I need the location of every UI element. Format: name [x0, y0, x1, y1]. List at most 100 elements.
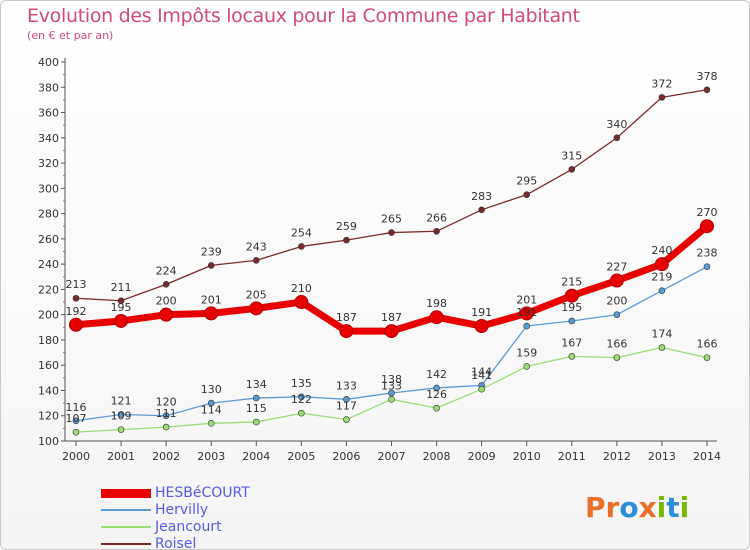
data-label-roisel: 315 [561, 149, 582, 162]
legend-swatch [101, 488, 151, 498]
data-point-jeancourt [433, 404, 440, 412]
data-point-roisel [343, 236, 350, 244]
y-tick-label: 380 [38, 81, 59, 94]
data-point-jeancourt [207, 420, 215, 427]
data-label-hesb-court: 187 [336, 311, 357, 324]
data-label-jeancourt: 122 [291, 393, 312, 406]
y-tick-label: 240 [38, 258, 59, 271]
data-label-hervilly: 219 [651, 271, 672, 284]
data-label-roisel: 259 [336, 220, 357, 233]
data-label-roisel: 265 [381, 213, 402, 226]
legend-swatch [101, 543, 151, 545]
data-label-hervilly: 135 [291, 377, 312, 390]
x-tick-label: 2009 [468, 450, 496, 463]
data-point-hervilly [298, 393, 305, 401]
data-point-roisel [433, 227, 440, 235]
data-label-jeancourt: 174 [651, 328, 672, 341]
x-tick-label: 2001 [107, 450, 135, 463]
data-point-hesb-court [159, 307, 174, 322]
data-point-hesb-court [429, 310, 444, 325]
data-label-hesb-court: 198 [426, 297, 447, 310]
data-label-hesb-court: 201 [516, 293, 537, 306]
data-label-hervilly: 144 [471, 365, 492, 378]
data-point-jeancourt [162, 423, 170, 431]
x-tick-label: 2003 [197, 450, 225, 463]
data-label-jeancourt: 115 [246, 402, 267, 415]
data-label-jeancourt: 107 [66, 412, 87, 425]
legend-swatch [101, 509, 151, 511]
data-label-roisel: 243 [246, 240, 267, 253]
data-label-hervilly: 116 [66, 401, 87, 414]
data-label-hesb-court: 187 [381, 311, 402, 324]
logo-letter: r [605, 491, 620, 524]
data-point-hervilly [207, 399, 215, 407]
data-point-hervilly [658, 287, 666, 294]
legend-label: HESBéCOURT [155, 485, 250, 501]
data-point-roisel [523, 191, 531, 198]
y-tick-label: 200 [38, 309, 59, 322]
data-point-hesb-court [384, 324, 399, 339]
data-label-hervilly: 142 [426, 368, 447, 381]
data-label-roisel: 224 [156, 264, 177, 277]
logo-letter: i [656, 491, 667, 524]
data-label-jeancourt: 141 [471, 369, 492, 382]
data-label-roisel: 211 [111, 281, 132, 294]
y-tick-label: 320 [38, 157, 59, 170]
data-label-hervilly: 238 [697, 247, 718, 260]
legend-swatch [101, 526, 151, 528]
data-label-hesb-court: 200 [156, 295, 177, 308]
x-tick-label: 2011 [558, 450, 586, 463]
x-tick-label: 2006 [332, 450, 360, 463]
data-label-hesb-court: 227 [606, 261, 627, 274]
logo-letter: P [585, 491, 606, 524]
logo-letter: t [666, 491, 680, 524]
data-point-hesb-court [519, 306, 534, 321]
data-point-roisel [298, 243, 305, 250]
data-point-hervilly [343, 396, 350, 403]
data-label-hesb-court: 201 [201, 293, 222, 306]
data-point-hervilly [117, 411, 125, 418]
data-point-roisel [658, 94, 666, 101]
data-point-hervilly [523, 322, 531, 330]
data-point-hervilly [703, 263, 711, 270]
data-label-jeancourt: 167 [561, 336, 582, 349]
proxiti-logo: Proxiti [585, 491, 689, 524]
data-point-jeancourt [72, 428, 80, 436]
data-point-jeancourt [252, 418, 260, 426]
data-label-jeancourt: 109 [111, 410, 132, 423]
data-label-jeancourt: 114 [201, 403, 222, 416]
data-point-roisel [117, 297, 125, 305]
y-tick-label: 160 [38, 359, 59, 372]
data-point-hesb-court [654, 257, 669, 272]
data-label-roisel: 283 [471, 190, 492, 203]
data-label-jeancourt: 117 [336, 400, 357, 413]
data-point-roisel [568, 166, 576, 173]
data-label-hervilly: 138 [381, 373, 402, 386]
chart-title: Evolution des Impôts locaux pour la Comm… [27, 5, 580, 27]
data-point-roisel [252, 257, 260, 264]
data-point-jeancourt [117, 426, 125, 433]
y-tick-label: 120 [38, 410, 59, 423]
y-tick-label: 360 [38, 107, 59, 120]
x-tick-label: 2008 [423, 450, 451, 463]
data-label-hervilly: 134 [246, 378, 267, 391]
legend-label: Hervilly [155, 502, 209, 518]
data-point-hesb-court [339, 324, 354, 339]
x-tick-label: 2013 [648, 450, 676, 463]
data-label-hesb-court: 192 [66, 305, 87, 318]
data-label-jeancourt: 133 [381, 379, 402, 392]
data-point-hervilly [252, 394, 260, 402]
data-point-jeancourt [388, 396, 395, 403]
y-tick-label: 260 [38, 233, 59, 246]
x-tick-label: 2010 [513, 450, 541, 463]
data-label-jeancourt: 126 [426, 388, 447, 401]
data-label-jeancourt: 111 [156, 407, 177, 420]
data-point-roisel [613, 134, 621, 142]
data-point-jeancourt [298, 409, 305, 417]
data-label-jeancourt: 166 [606, 338, 627, 351]
data-point-roisel [72, 294, 80, 302]
y-tick-label: 180 [38, 334, 59, 347]
data-point-hesb-court [249, 301, 264, 316]
data-label-hervilly: 120 [156, 396, 177, 409]
